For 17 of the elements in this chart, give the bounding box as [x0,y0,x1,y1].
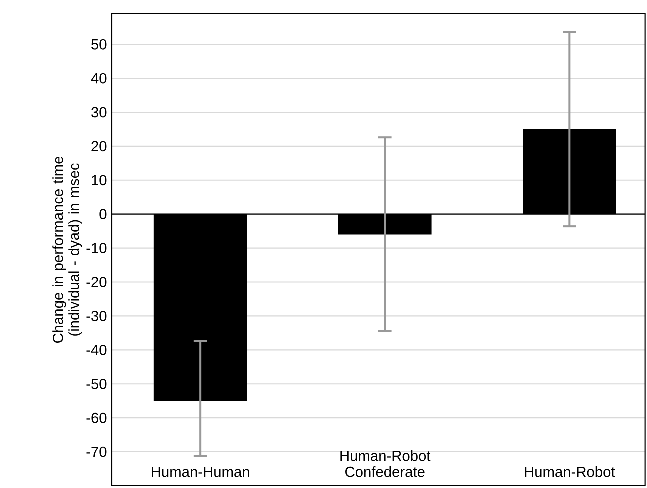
x-tick-label: Human-Human [152,467,250,478]
y-axis-title: Change in performance time (individual - dyad) in msec [52,156,82,343]
y-tick-label: 30 [92,107,107,118]
y-tick-label: 0 [100,209,107,220]
y-tick-label: -10 [86,243,107,254]
y-tick-label: 10 [92,175,107,186]
y-tick-label: -50 [86,378,107,390]
y-tick-label: -40 [86,344,107,356]
y-tick-label: 40 [91,73,107,84]
y-tick-label: -60 [86,412,107,424]
y-tick-label: -30 [86,311,107,322]
y-tick-label: 50 [92,39,107,50]
y-tick-label: 20 [92,141,107,152]
x-tick-label: Human-Robot [525,466,616,478]
y-tick-label: -70 [86,446,107,458]
y-tick-label: -20 [86,277,107,288]
x-tick-label: Human-Robot Confederate [340,450,431,478]
